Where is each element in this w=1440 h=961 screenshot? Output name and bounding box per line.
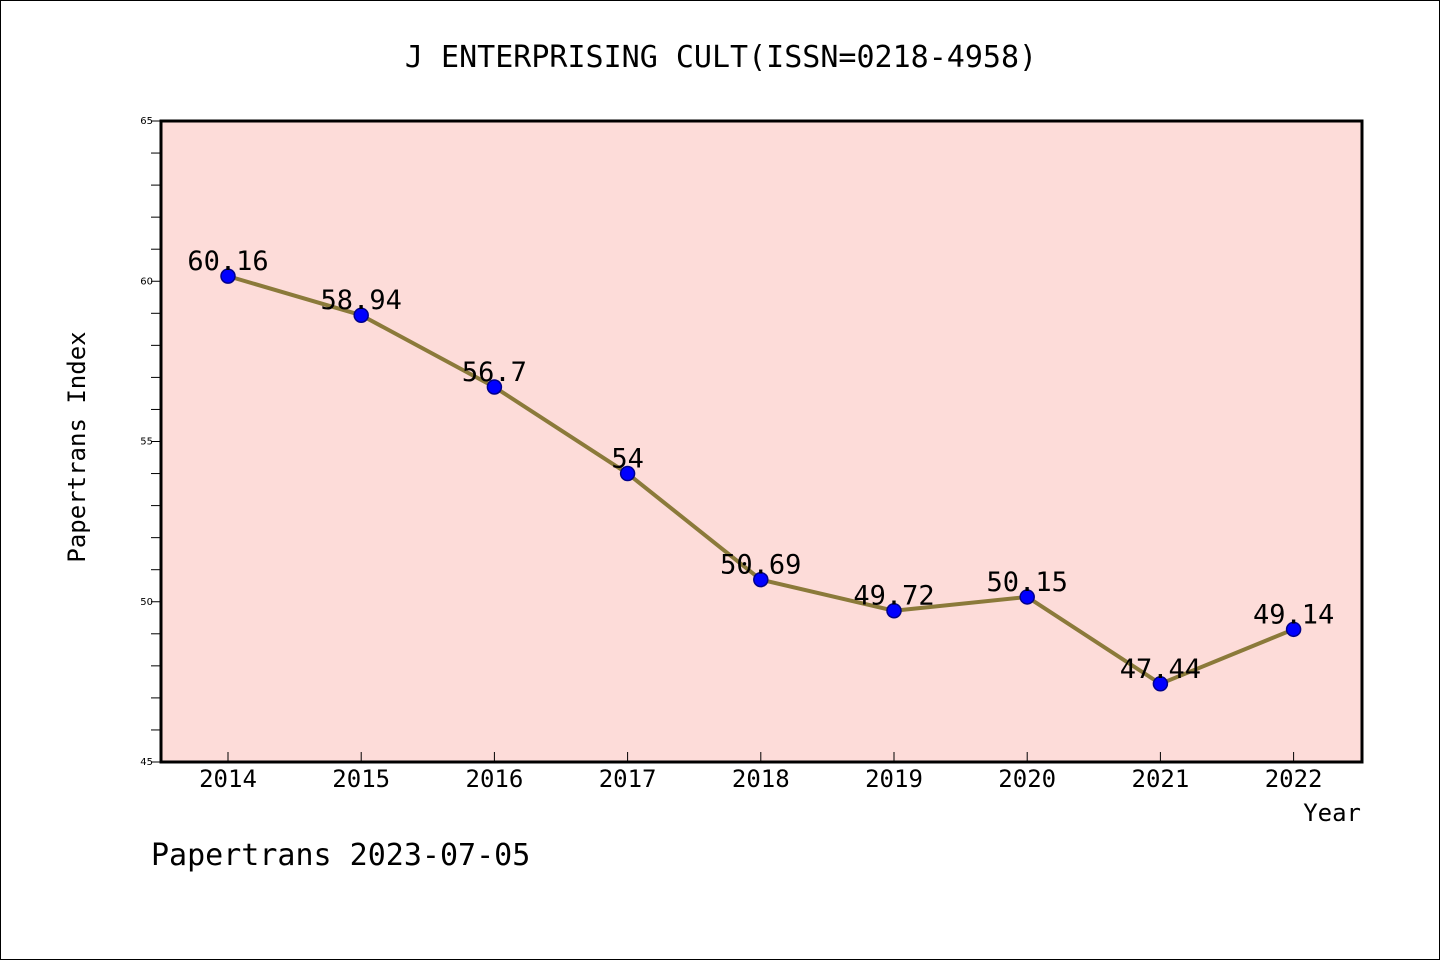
data-label: 54 xyxy=(611,444,644,475)
x-tick-label: 2019 xyxy=(865,765,923,793)
data-label: 58.94 xyxy=(321,285,402,316)
x-axis-label: Year xyxy=(1303,799,1361,827)
x-tick-label: 2017 xyxy=(599,765,657,793)
x-axis-ticks: 2014 2015 2016 2017 2018 2019 2020 2021 2022 xyxy=(199,752,1322,793)
x-tick-label: 2015 xyxy=(332,765,390,793)
data-point xyxy=(619,465,636,482)
plot-frame xyxy=(159,119,1364,764)
data-point xyxy=(1152,676,1169,692)
x-tick-label: 2014 xyxy=(199,765,257,793)
data-point xyxy=(486,379,503,395)
y-axis-ticks: 45 50 55 60 65 xyxy=(140,116,161,768)
data-label: 47.44 xyxy=(1120,654,1201,685)
data-point xyxy=(353,307,369,323)
data-point xyxy=(886,602,902,619)
data-label: 50.69 xyxy=(720,550,801,581)
x-tick-label: 2022 xyxy=(1265,765,1323,793)
x-tick-label: 2021 xyxy=(1132,765,1190,793)
x-tick-label: 2016 xyxy=(466,765,524,793)
data-label: 49.14 xyxy=(1253,599,1334,630)
footer-date: Papertrans 2023-07-05 xyxy=(151,838,530,873)
data-label: 50.15 xyxy=(987,567,1068,598)
data-point xyxy=(1019,589,1035,605)
x-tick-label: 2018 xyxy=(732,765,790,793)
y-axis-label: Papertrans Index xyxy=(63,331,91,562)
data-point xyxy=(1285,621,1302,638)
data-label: 60.16 xyxy=(187,246,268,277)
data-point xyxy=(753,571,769,588)
plot-area xyxy=(161,121,1362,762)
y-tick-label: 45 xyxy=(140,757,153,768)
y-tick-label: 50 xyxy=(140,597,153,608)
data-point xyxy=(220,268,236,284)
y-tick-label: 55 xyxy=(140,437,153,448)
data-label: 49.72 xyxy=(853,581,934,612)
chart-title: J ENTERPRISING CULT(ISSN=0218-4958) xyxy=(405,40,1037,75)
x-tick-label: 2020 xyxy=(998,765,1056,793)
y-tick-label: 65 xyxy=(140,116,153,127)
series-index xyxy=(220,268,1302,692)
data-label: 56.7 xyxy=(462,357,527,388)
data-labels: 60.16 58.94 56.7 54 50.69 49.72 50.15 47.44 49.1… xyxy=(187,246,1334,685)
y-tick-label: 60 xyxy=(140,276,153,287)
